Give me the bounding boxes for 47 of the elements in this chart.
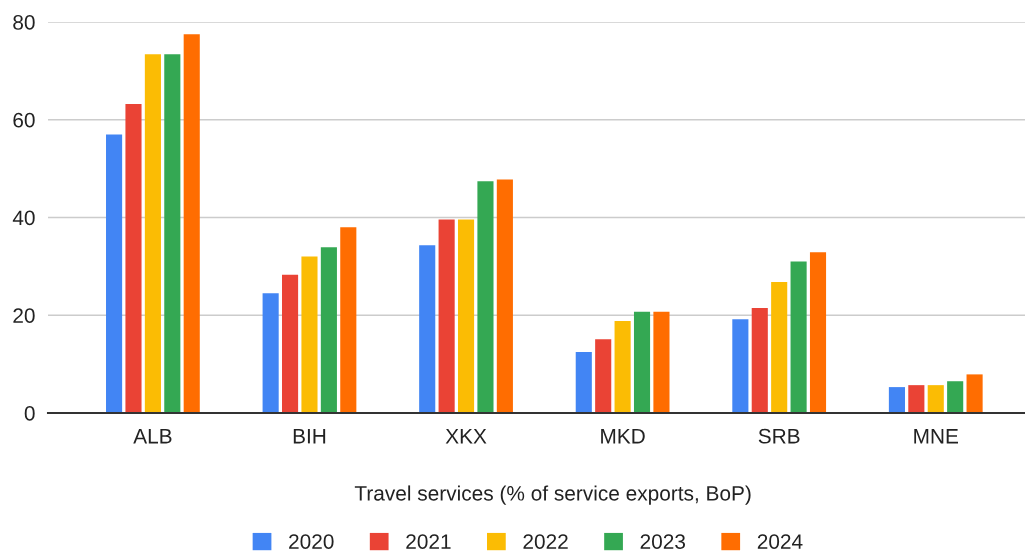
bar: [457, 219, 475, 413]
bar: [751, 307, 768, 413]
y-tick-label: 0: [24, 406, 35, 421]
bar: [575, 351, 592, 413]
bar: [947, 381, 964, 413]
x-axis-title: Travel services (% of service exports, BoP): [354, 485, 751, 505]
y-tick-label: 40: [12, 210, 35, 226]
y-tick-label: 20: [13, 308, 35, 323]
bar: [908, 385, 925, 413]
bar: [183, 34, 200, 413]
bar: [771, 282, 788, 413]
bar: [164, 54, 181, 413]
y-tick-label: 80: [13, 15, 35, 30]
bar: [966, 374, 983, 413]
y-tick-label: 60: [13, 112, 35, 128]
bar: [614, 321, 631, 413]
bar: [301, 256, 318, 413]
x-tick-label: SRB: [758, 428, 800, 444]
bar: [633, 311, 651, 413]
x-tick-label: XKX: [445, 429, 487, 444]
bar: [888, 387, 905, 413]
bar: [790, 261, 807, 413]
bar: [282, 274, 299, 413]
bar: [106, 134, 123, 413]
legend-label: 2020: [289, 534, 334, 549]
bar: [477, 181, 494, 413]
x-tick-label: MKD: [601, 429, 645, 444]
bar: [927, 385, 944, 413]
bar: [595, 339, 612, 413]
x-tick-label: ALB: [133, 429, 172, 444]
bar: [732, 319, 749, 413]
bar: [419, 245, 436, 413]
bar: [144, 54, 161, 413]
x-tick-label: MNE: [914, 429, 959, 444]
legend-label: 2024: [757, 534, 803, 549]
bar: [320, 247, 337, 413]
bar: [496, 179, 513, 413]
bar: [809, 252, 827, 413]
bar: [340, 227, 357, 413]
legend-label: 2021: [406, 534, 451, 549]
bar: [125, 104, 142, 413]
bar: [438, 219, 455, 413]
bar: [262, 293, 279, 413]
legend-label: 2023: [640, 534, 686, 549]
legend-label: 2022: [523, 534, 568, 549]
bar: [653, 311, 670, 413]
x-tick-label: BIH: [293, 429, 326, 444]
